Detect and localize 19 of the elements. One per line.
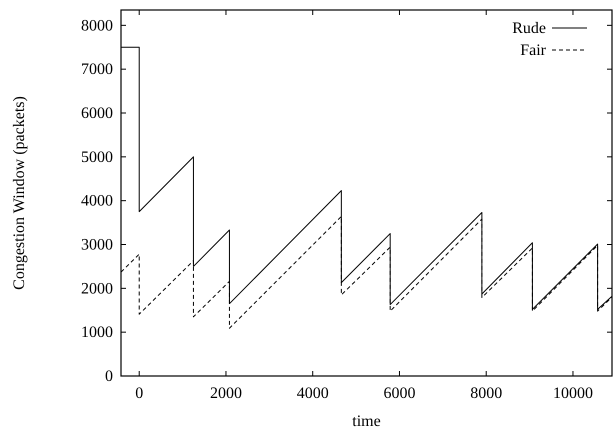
y-tick-label: 3000 bbox=[81, 236, 113, 254]
x-tick-label: 0 bbox=[135, 385, 144, 402]
y-tick-label: 8000 bbox=[81, 17, 113, 34]
y-tick-label: 1000 bbox=[81, 324, 113, 342]
legend-label: Fair bbox=[520, 42, 547, 59]
x-tick-label: 4000 bbox=[296, 385, 329, 402]
y-tick-label: 6000 bbox=[81, 105, 113, 122]
y-axis-title: Congestion Window (packets) bbox=[11, 96, 28, 290]
y-tick-label: 4000 bbox=[81, 192, 113, 210]
x-tick-label: 2000 bbox=[210, 385, 242, 402]
y-tick-label: 0 bbox=[105, 368, 113, 385]
x-tick-label: 6000 bbox=[383, 385, 416, 402]
x-tick-label: 10000 bbox=[552, 385, 593, 402]
y-tick-label: 5000 bbox=[81, 148, 113, 166]
x-axis-title: time bbox=[352, 413, 381, 430]
y-tick-label: 7000 bbox=[81, 61, 113, 78]
x-tick-label: 8000 bbox=[470, 385, 502, 402]
y-tick-label: 2000 bbox=[81, 280, 113, 298]
legend-label: Rude bbox=[512, 20, 546, 37]
